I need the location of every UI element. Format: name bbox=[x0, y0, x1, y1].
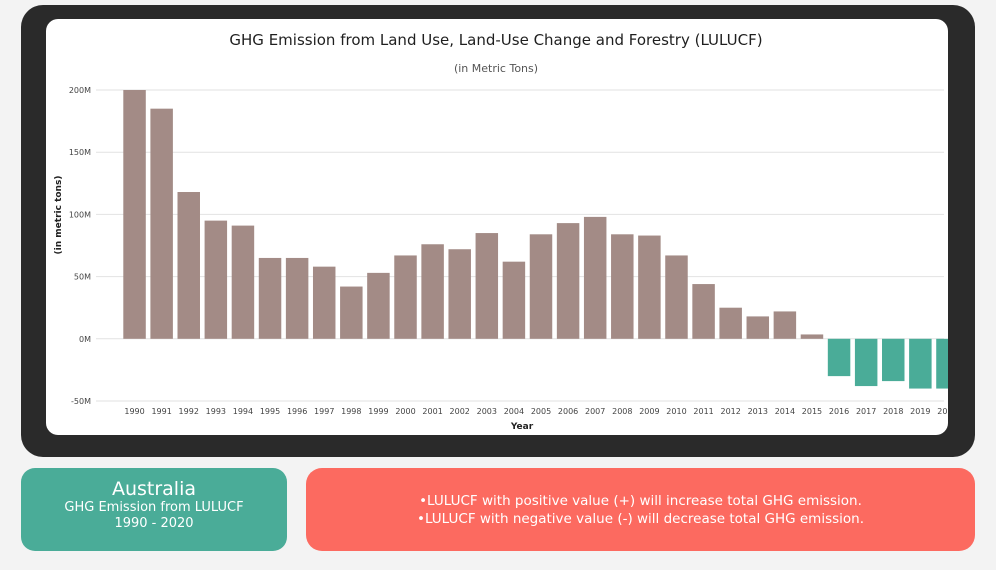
y-tick-label: 150M bbox=[69, 148, 91, 157]
bar-2014 bbox=[773, 311, 797, 339]
x-tick-label: 2015 bbox=[802, 407, 822, 416]
x-tick-label: 2017 bbox=[856, 407, 876, 416]
y-tick-label: 0M bbox=[79, 335, 91, 344]
bars bbox=[123, 90, 948, 389]
bar-2003 bbox=[475, 233, 499, 339]
x-tick-label: 2018 bbox=[883, 407, 903, 416]
x-axis-ticks: 1990 1991 1992 1993 1994 1995 1996 1997 1998 1999… bbox=[124, 407, 948, 416]
x-tick-label: 2006 bbox=[558, 407, 578, 416]
chart-title: GHG Emission from Land Use, Land-Use Cha… bbox=[229, 31, 762, 49]
bar-2010 bbox=[665, 255, 688, 339]
x-tick-label: 2020 bbox=[937, 407, 948, 416]
note-negative: •LULUCF with negative value (-) will dec… bbox=[416, 510, 865, 527]
bar-2007 bbox=[583, 216, 607, 339]
note-positive: •LULUCF with positive value (+) will inc… bbox=[419, 492, 862, 509]
bar-1997 bbox=[312, 266, 336, 339]
bar-1999 bbox=[367, 272, 390, 339]
country-summary-card: Australia GHG Emission from LULUCF 1990 … bbox=[21, 468, 287, 551]
y-tick-label: -50M bbox=[71, 397, 91, 406]
bar-2016 bbox=[827, 338, 851, 377]
year-range: 1990 - 2020 bbox=[114, 516, 194, 531]
bar-1998 bbox=[340, 286, 363, 339]
bar-1991 bbox=[150, 108, 173, 339]
bar-1994 bbox=[231, 225, 255, 339]
bar-1993 bbox=[204, 220, 228, 339]
bar-1990 bbox=[123, 90, 146, 339]
x-tick-label: 1996 bbox=[287, 407, 307, 416]
x-tick-label: 1994 bbox=[233, 407, 253, 416]
note-negative-text: LULUCF with negative value (-) will decr… bbox=[424, 510, 865, 527]
note-positive-text: LULUCF with positive value (+) will incr… bbox=[427, 492, 862, 509]
bar-1992 bbox=[177, 192, 200, 339]
x-tick-label: 1999 bbox=[368, 407, 388, 416]
bar-2011 bbox=[692, 284, 715, 339]
x-tick-label: 2005 bbox=[531, 407, 551, 416]
bar-2002 bbox=[448, 249, 471, 339]
x-tick-label: 1991 bbox=[151, 407, 171, 416]
bar-2009 bbox=[638, 235, 661, 339]
x-tick-label: 2011 bbox=[693, 407, 713, 416]
y-axis-title: (in metric tons) bbox=[54, 176, 64, 255]
y-tick-label: 200M bbox=[69, 86, 91, 95]
bar-chart: GHG Emission from Land Use, Land-Use Cha… bbox=[54, 31, 948, 432]
x-tick-label: 2013 bbox=[748, 407, 768, 416]
chart-card: GHG Emission from Land Use, Land-Use Cha… bbox=[46, 19, 948, 435]
x-tick-label: 1990 bbox=[124, 407, 144, 416]
x-tick-label: 2007 bbox=[585, 407, 605, 416]
bar-1996 bbox=[285, 257, 309, 339]
summary-subtitle: GHG Emission from LULUCF bbox=[64, 500, 244, 515]
x-tick-label: 1995 bbox=[260, 407, 280, 416]
bar-2018 bbox=[882, 338, 905, 382]
bar-2013 bbox=[746, 316, 770, 339]
bar-2020 bbox=[936, 338, 948, 389]
x-tick-label: 2009 bbox=[639, 407, 659, 416]
x-tick-label: 1993 bbox=[206, 407, 226, 416]
bar-2015 bbox=[800, 334, 824, 339]
x-tick-label: 1997 bbox=[314, 407, 334, 416]
bar-2012 bbox=[719, 307, 742, 339]
bar-2004 bbox=[502, 261, 526, 339]
bar-2000 bbox=[394, 255, 417, 339]
x-tick-label: 1998 bbox=[341, 407, 361, 416]
y-axis-ticks: 200M 150M 100M 50M 0M -50M bbox=[69, 86, 91, 406]
x-tick-label: 2010 bbox=[666, 407, 686, 416]
country-name: Australia bbox=[111, 478, 197, 500]
chart-subtitle: (in Metric Tons) bbox=[454, 62, 538, 75]
bar-2017 bbox=[854, 338, 878, 387]
bar-2019 bbox=[909, 338, 932, 389]
legend-notes-card: •LULUCF with positive value (+) will inc… bbox=[306, 468, 975, 551]
x-tick-label: 1992 bbox=[179, 407, 199, 416]
x-tick-label: 2012 bbox=[721, 407, 741, 416]
x-tick-label: 2014 bbox=[775, 407, 795, 416]
x-tick-label: 2019 bbox=[910, 407, 930, 416]
bar-2005 bbox=[529, 234, 553, 339]
y-tick-label: 100M bbox=[69, 210, 91, 219]
bar-2008 bbox=[611, 234, 634, 339]
y-tick-label: 50M bbox=[74, 273, 91, 282]
bar-2001 bbox=[421, 244, 444, 339]
x-tick-label: 2001 bbox=[422, 407, 442, 416]
x-tick-label: 2002 bbox=[450, 407, 470, 416]
x-tick-label: 2000 bbox=[395, 407, 415, 416]
bar-1995 bbox=[258, 257, 282, 339]
bar-2006 bbox=[556, 223, 580, 339]
x-tick-label: 2004 bbox=[504, 407, 524, 416]
x-tick-label: 2008 bbox=[612, 407, 632, 416]
x-tick-label: 2016 bbox=[829, 407, 849, 416]
x-tick-label: 2003 bbox=[477, 407, 497, 416]
x-axis-title: Year bbox=[510, 422, 534, 432]
